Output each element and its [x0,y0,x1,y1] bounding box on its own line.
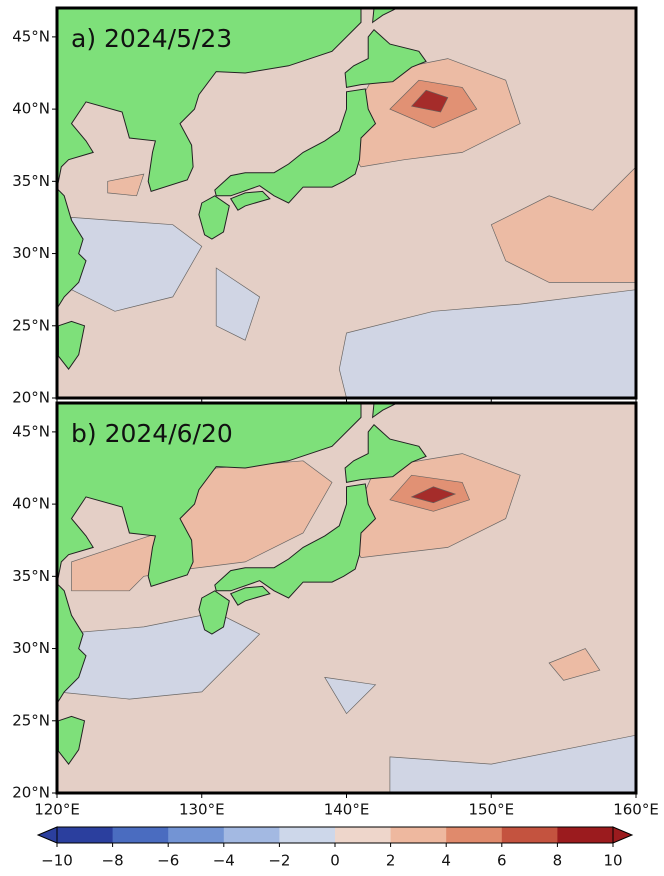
lat-tick-label: 35°N [12,567,50,585]
land [198,195,230,240]
anomaly-area [490,166,636,283]
colorbar-tick-label: 10 [603,852,622,870]
land [344,28,427,88]
colorbar-extend-low [36,826,58,844]
lon-tick-label: 150°E [468,801,514,819]
colorbar-tick-label: −4 [213,852,235,870]
colorbar-swatch [168,827,225,843]
lon-tick-label: 120°E [34,801,80,819]
colorbar-swatch [223,827,280,843]
colorbar-tick-label: 8 [553,852,563,870]
land [57,403,362,705]
anomaly-area [410,89,449,113]
panel-label: a) 2024/5/23 [71,24,232,53]
anomaly-area [548,648,601,681]
colorbar-swatch [335,827,392,843]
land [198,590,230,635]
lat-tick-label: 20°N [12,389,50,407]
panel-label: b) 2024/6/20 [71,419,233,448]
anomaly-area [389,734,636,793]
lat-tick-label: 40°N [12,100,50,118]
colorbar-tick-label: 4 [441,852,451,870]
lat-tick-label: 35°N [12,172,50,190]
land [57,8,362,310]
colorbar-tick-label: −10 [41,852,73,870]
map-panel [57,403,636,793]
colorbar-tick-label: −2 [268,852,290,870]
map-panel [57,8,636,398]
lat-tick-label: 45°N [12,27,50,45]
colorbar-swatch [279,827,336,843]
land [229,190,271,211]
anomaly-area [338,289,636,398]
lat-tick-label: 40°N [12,495,50,513]
lat-tick-label: 45°N [12,422,50,440]
land [344,423,427,483]
colorbar-swatch [57,827,114,843]
colorbar-swatch [390,827,447,843]
anomaly-area [410,486,457,504]
lon-tick-label: 160°E [613,801,659,819]
lat-tick-label: 25°N [12,316,50,334]
land [229,585,271,606]
lat-tick-label: 25°N [12,711,50,729]
colorbar-tick-label: 2 [386,852,396,870]
colorbar-tick-label: 6 [497,852,507,870]
land [371,403,398,419]
anomaly-area [324,676,377,715]
colorbar-tick-label: 0 [330,852,340,870]
lat-tick-label: 30°N [12,639,50,657]
colorbar-tick-label: −6 [157,852,179,870]
colorbar-swatch [112,827,169,843]
colorbar-swatch [446,827,503,843]
lat-tick-label: 20°N [12,784,50,802]
lon-tick-label: 130°E [179,801,225,819]
anomaly-area [57,612,261,700]
land [214,88,377,204]
lon-tick-label: 140°E [324,801,370,819]
lat-tick-label: 30°N [12,244,50,262]
land [214,483,377,599]
colorbar-swatch [501,827,558,843]
land [371,8,398,24]
colorbar-extend-high [612,826,634,844]
anomaly-area [107,173,145,197]
colorbar-tick-label: −8 [102,852,124,870]
colorbar-swatch [557,827,614,843]
anomaly-area [215,267,261,341]
